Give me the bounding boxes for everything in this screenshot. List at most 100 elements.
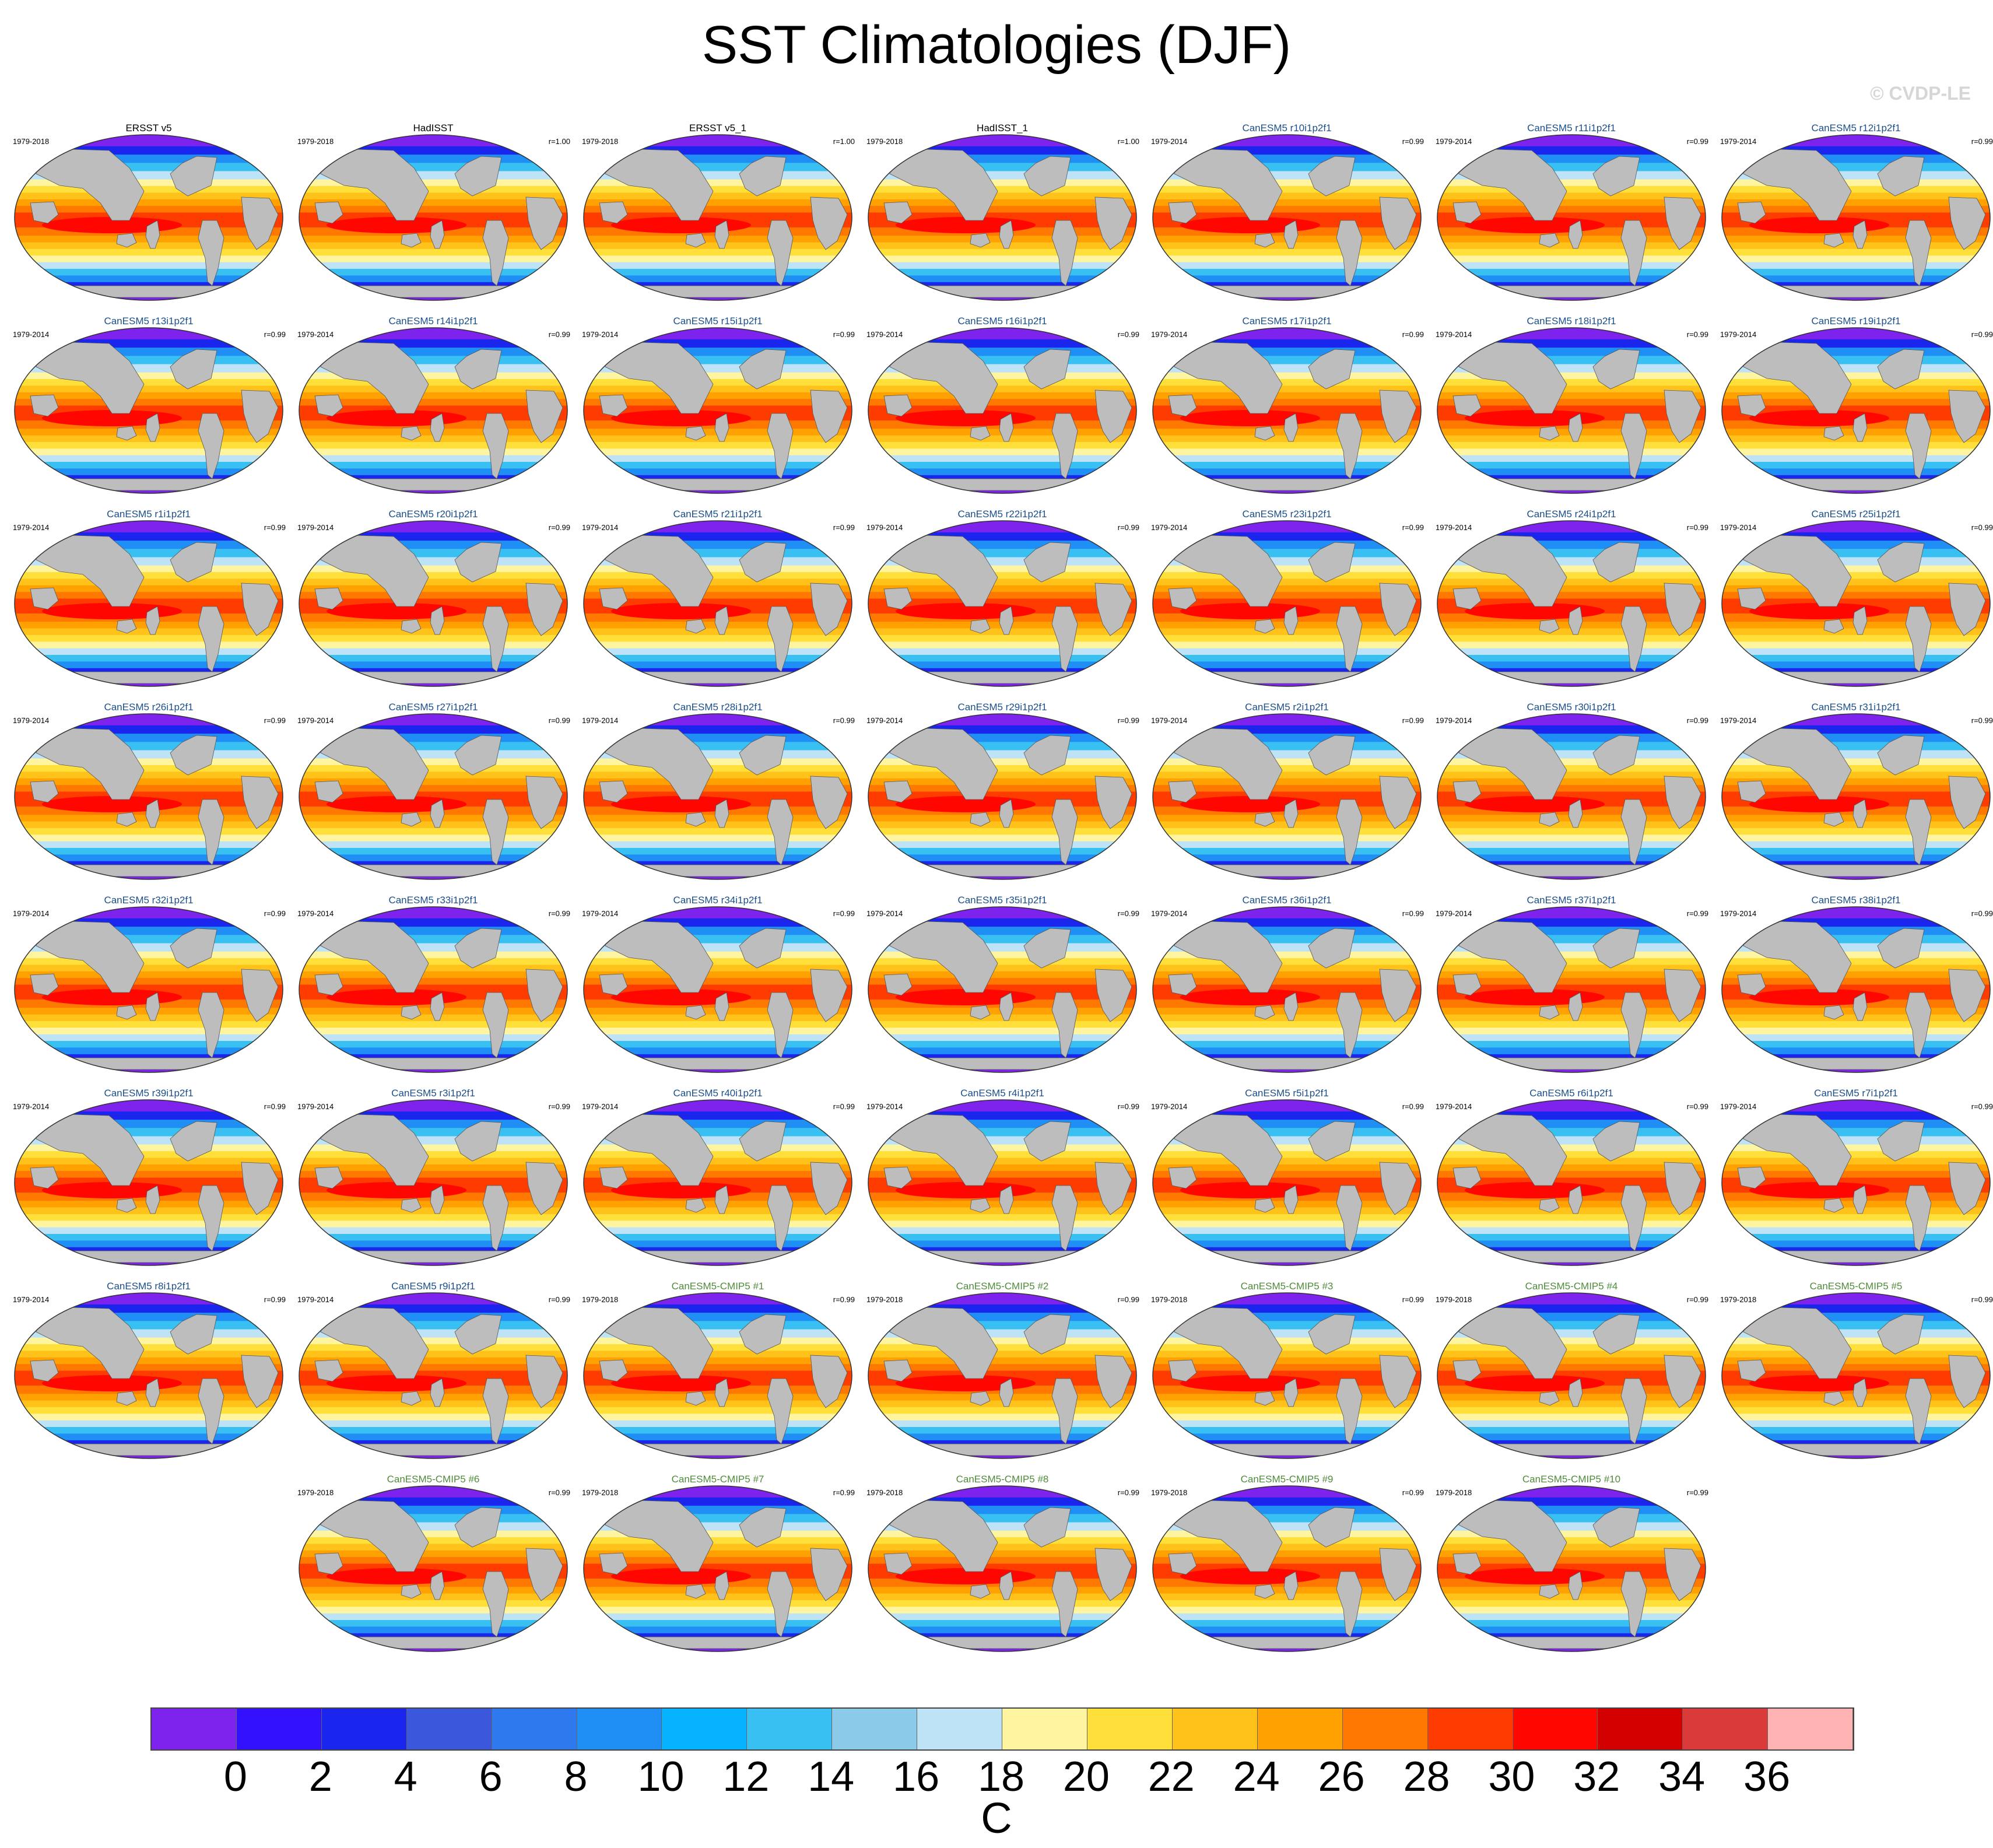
sst-band: [15, 907, 283, 919]
sst-band: [1722, 1427, 1990, 1434]
map-outline: [1152, 520, 1422, 687]
panel-grid: ERSST v5 1979-2018 HadISST 1979-2018 r=1.00 E…: [13, 121, 1993, 1652]
sst-band: [1722, 978, 1990, 986]
sst-band: [1722, 1227, 1990, 1235]
sst-band: [1722, 1240, 1990, 1248]
sst-band: [299, 628, 567, 636]
sst-band: [299, 1344, 567, 1351]
land-mass: [525, 583, 563, 636]
map-outline: [583, 1292, 852, 1459]
sst-band: [1153, 918, 1421, 927]
sst-band: [1722, 965, 1990, 972]
sst-band: [868, 965, 1136, 972]
land-mass: [1283, 1378, 1299, 1407]
sst-band: [15, 951, 283, 959]
sst-band: [1153, 1207, 1421, 1215]
panel-title: CanESM5 r23i1p2f1: [1242, 509, 1332, 520]
sst-band: [1153, 1021, 1421, 1028]
panel-pattern-correlation: r=0.99: [833, 523, 855, 532]
panel-years: 1979-2018: [866, 137, 903, 146]
sst-band: [868, 385, 1136, 393]
sst-band: [584, 725, 852, 734]
sst-band: [1437, 565, 1706, 573]
sst-band: [868, 1034, 1136, 1042]
land-mass: [30, 973, 59, 996]
sst-band: [1153, 455, 1421, 462]
sst-band: [868, 714, 1136, 726]
land-mass: [1379, 1355, 1417, 1408]
sst-band: [1722, 448, 1990, 456]
land-mass: [170, 542, 217, 583]
panel-pattern-correlation: r=0.99: [1686, 909, 1708, 918]
land-mass: [1852, 992, 1868, 1021]
sst-band: [299, 1593, 567, 1601]
sst-band: [299, 1021, 567, 1028]
sst-band: [584, 1620, 852, 1627]
land-mass: [430, 413, 445, 442]
land-mass: [1308, 542, 1356, 583]
map-outline: [1437, 906, 1706, 1073]
map-panel: CanESM5 r24i1p2f1 1979-2014 r=0.99: [1429, 507, 1714, 700]
sst-band: [15, 269, 283, 276]
land-mass: [314, 587, 343, 610]
sst-band: [1153, 585, 1421, 592]
land-mass: [241, 776, 279, 829]
sst-band: [1153, 1214, 1421, 1221]
colorbar-swatch: [1768, 1709, 1854, 1749]
sst-band: [1437, 328, 1706, 340]
land-mass: [714, 220, 729, 249]
sst-band: [15, 772, 283, 779]
land-mass: [116, 619, 137, 634]
land-mass: [810, 390, 848, 443]
sst-band: [1437, 199, 1706, 206]
sst-band: [1153, 628, 1421, 636]
sst-band: [584, 958, 852, 965]
land-mass: [1308, 156, 1356, 197]
panel-years: 1979-2014: [1151, 909, 1188, 918]
map-outline: [1721, 134, 1991, 301]
sst-band: [299, 772, 567, 779]
map-outline: [1437, 520, 1706, 687]
sst-band: [1153, 1613, 1421, 1621]
sst-band: [584, 655, 852, 662]
sst-band: [1153, 339, 1421, 348]
sst-band: [1437, 765, 1706, 772]
sst-band: [299, 778, 567, 786]
sst-band: [1437, 521, 1706, 533]
land-mass: [714, 606, 729, 635]
land-mass: [739, 542, 787, 583]
sst-band: [1437, 468, 1706, 476]
sst-band: [15, 135, 283, 147]
sst-band: [1153, 1400, 1421, 1408]
panel-title: HadISST_1: [977, 122, 1028, 134]
sst-map: [1437, 1292, 1706, 1459]
sst-band: [868, 1304, 1136, 1313]
sst-band: [868, 648, 1136, 655]
panel-years: 1979-2014: [866, 330, 903, 339]
sst-band: [15, 1021, 283, 1028]
sst-band: [1437, 455, 1706, 462]
panel-years: 1979-2014: [1720, 523, 1757, 532]
panel-pattern-correlation: r=0.99: [548, 1488, 570, 1497]
map-panel: ERSST v5_1 1979-2018 r=1.00: [575, 121, 861, 314]
sst-band: [1722, 441, 1990, 449]
sst-band: [1437, 1400, 1706, 1408]
panel-pattern-correlation: r=0.99: [264, 1102, 286, 1111]
panel-title: CanESM5 r12i1p2f1: [1811, 122, 1901, 134]
sst-band: [299, 1111, 567, 1120]
sst-band: [1437, 1351, 1706, 1358]
sst-band: [1153, 462, 1421, 469]
sst-band: [1153, 1240, 1421, 1248]
sst-band: [868, 634, 1136, 642]
land-mass: [1094, 1162, 1132, 1215]
sst-band: [299, 841, 567, 848]
land-mass: [739, 1314, 787, 1355]
land-mass: [116, 1198, 137, 1213]
sst-band: [1153, 1028, 1421, 1035]
land-mass: [145, 992, 160, 1021]
sst-band: [868, 521, 1136, 533]
sst-band: [1153, 1620, 1421, 1627]
sst-band: [1722, 135, 1990, 147]
land-mass: [970, 1005, 991, 1020]
sst-band: [1153, 827, 1421, 835]
